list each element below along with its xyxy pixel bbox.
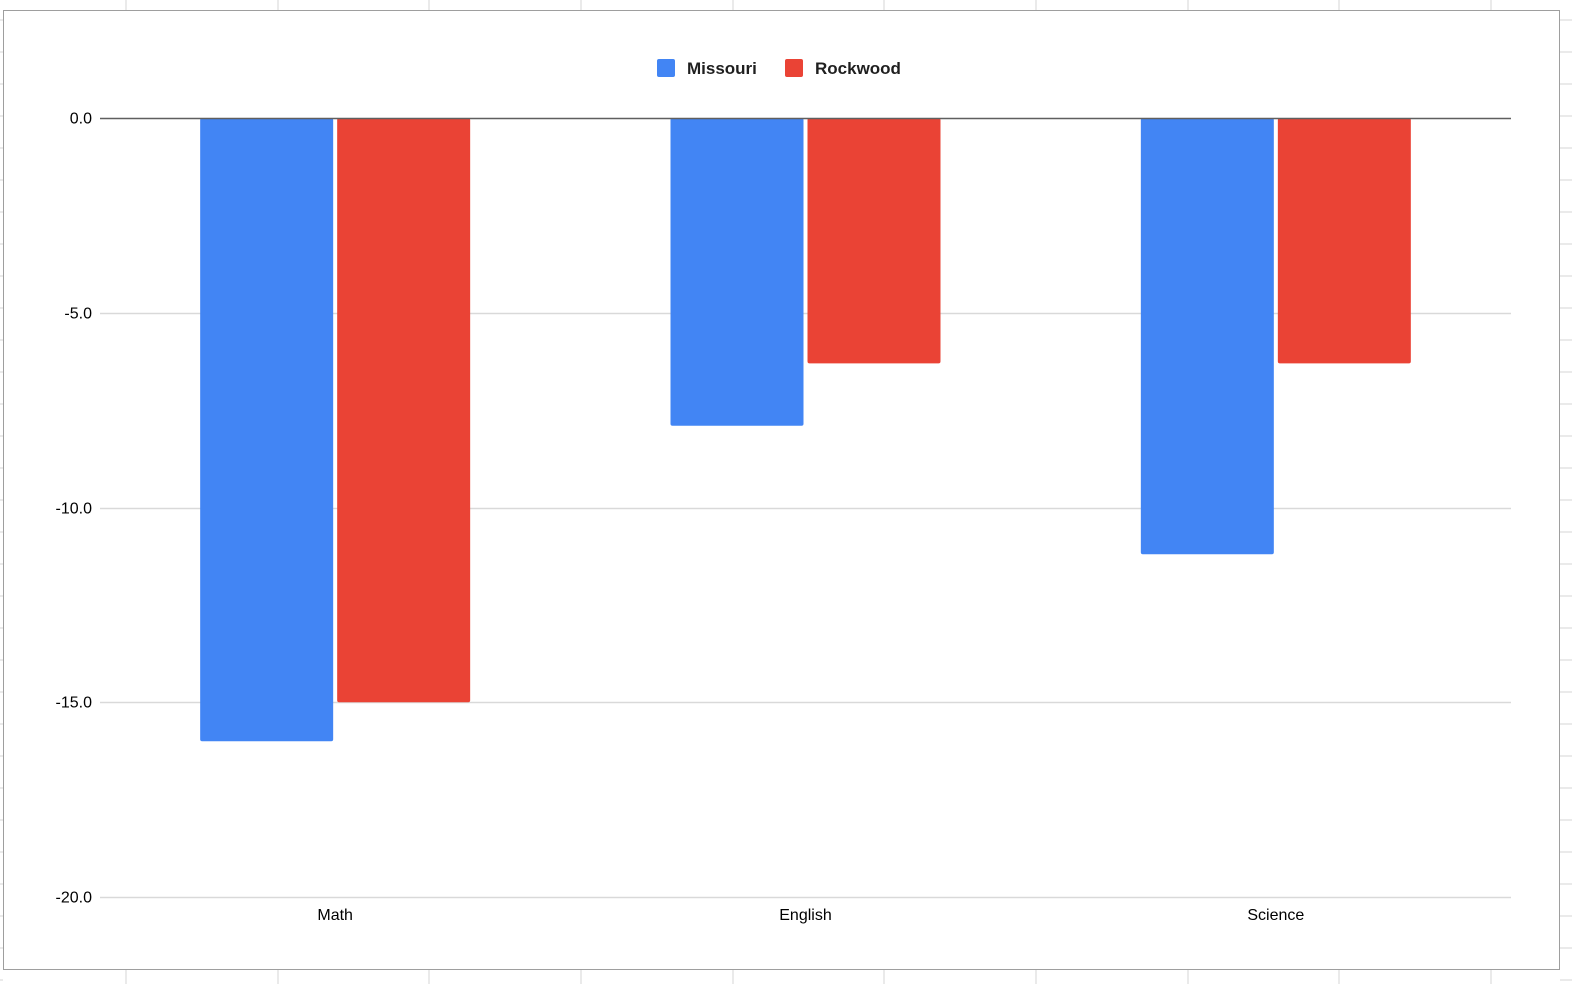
y-tick-label: -10.0 <box>56 501 93 518</box>
legend-swatch <box>785 59 803 77</box>
bar-missouri-science[interactable] <box>1140 118 1274 555</box>
legend-label: Rockwood <box>815 59 901 78</box>
y-tick-label: -15.0 <box>56 695 93 712</box>
legend-label: Missouri <box>687 59 757 78</box>
legend-item-rockwood[interactable]: Rockwood <box>785 59 901 78</box>
bar-rockwood-english[interactable] <box>807 118 941 364</box>
x-tick-label: Math <box>317 907 353 924</box>
chart-container[interactable]: 0.0 -5.0 -10.0 -15.0 -20.0 Math English Science… <box>3 10 1560 970</box>
y-tick-label: -20.0 <box>56 890 93 907</box>
y-tick-label: 0.0 <box>70 111 92 128</box>
y-tick-label: -5.0 <box>64 306 92 323</box>
legend-item-missouri[interactable]: Missouri <box>657 59 757 78</box>
bar-chart: 0.0 -5.0 -10.0 -15.0 -20.0 Math English Science… <box>56 59 1511 924</box>
bar-missouri-math[interactable] <box>200 118 334 742</box>
legend-swatch <box>657 59 675 77</box>
bar-missouri-english[interactable] <box>670 118 804 426</box>
chart-legend[interactable]: Missouri Rockwood <box>657 59 901 78</box>
bar-rockwood-math[interactable] <box>337 118 471 703</box>
x-tick-label: English <box>779 907 831 924</box>
bar-rockwood-science[interactable] <box>1277 118 1411 364</box>
x-tick-label: Science <box>1247 907 1304 924</box>
